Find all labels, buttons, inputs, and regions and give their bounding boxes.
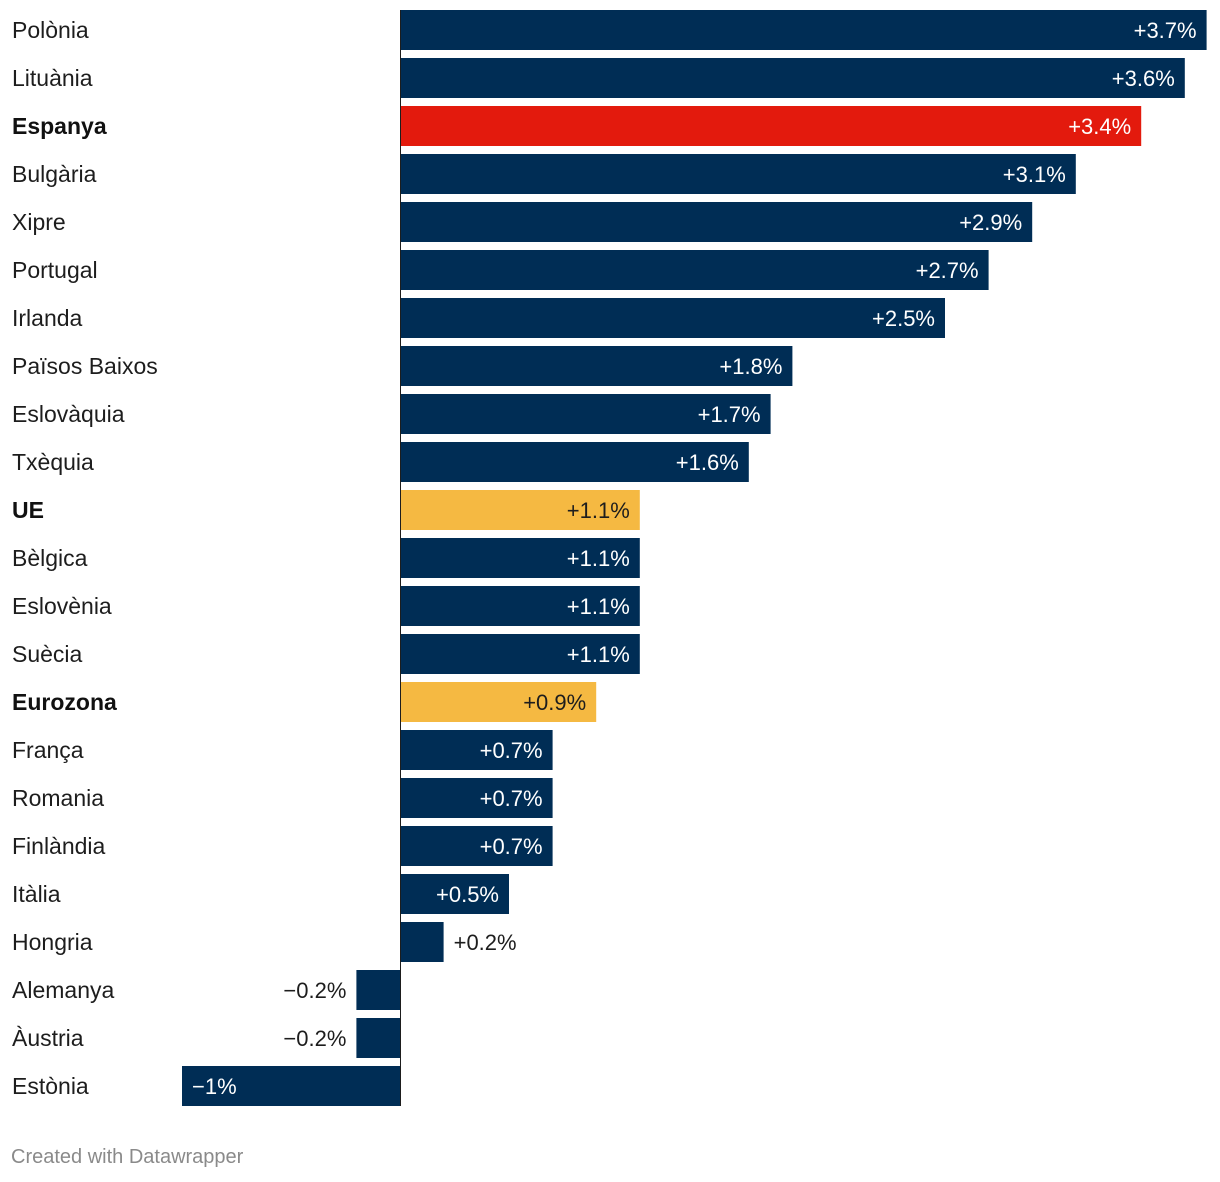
bar-bulgaria xyxy=(400,154,1076,194)
category-label-irlanda: Irlanda xyxy=(12,305,83,331)
bar-espanya xyxy=(400,106,1142,146)
bar-hongria xyxy=(400,922,444,962)
value-label-eslovenia: +1.1% xyxy=(567,594,630,619)
category-label-austria: Àustria xyxy=(12,1025,84,1051)
category-label-suecia: Suècia xyxy=(12,641,83,667)
bar-polonia xyxy=(400,10,1207,50)
bar-estonia xyxy=(182,1066,400,1106)
value-label-estonia: −1% xyxy=(192,1074,237,1099)
bar-eurozona xyxy=(400,682,597,722)
bar-belgica xyxy=(400,538,640,578)
bar-austria xyxy=(356,1018,400,1058)
category-label-eslovaquia: Eslovàquia xyxy=(12,401,125,427)
category-label-bulgaria: Bulgària xyxy=(12,161,97,187)
bar-paisos-baixos xyxy=(400,346,793,386)
value-label-espanya: +3.4% xyxy=(1068,114,1131,139)
category-label-polonia: Polònia xyxy=(12,17,89,43)
category-label-franca: França xyxy=(12,737,84,763)
value-label-alemanya: −0.2% xyxy=(283,978,346,1003)
value-label-paisos-baixos: +1.8% xyxy=(719,354,782,379)
value-label-italia: +0.5% xyxy=(436,882,499,907)
value-label-polonia: +3.7% xyxy=(1134,18,1197,43)
value-label-belgica: +1.1% xyxy=(567,546,630,571)
category-label-eurozona: Eurozona xyxy=(12,689,117,715)
value-label-suecia: +1.1% xyxy=(567,642,630,667)
value-label-eslovaquia: +1.7% xyxy=(698,402,761,427)
value-label-portugal: +2.7% xyxy=(916,258,979,283)
bar-ue xyxy=(400,490,640,530)
value-label-irlanda: +2.5% xyxy=(872,306,935,331)
category-label-xipre: Xipre xyxy=(12,209,66,235)
value-label-eurozona: +0.9% xyxy=(523,690,586,715)
bar-chart: Polònia +3.7% Lituània +3.6% Espanya +3.4% Bul… xyxy=(12,10,1207,1106)
bar-portugal xyxy=(400,250,989,290)
category-label-paisos-baixos: Països Baixos xyxy=(12,353,158,379)
bar-alemanya xyxy=(356,970,400,1010)
category-label-lituania: Lituània xyxy=(12,65,93,91)
bar-romania xyxy=(400,778,553,818)
value-label-bulgaria: +3.1% xyxy=(1003,162,1066,187)
category-label-estonia: Estònia xyxy=(12,1073,89,1099)
bar-eslovaquia xyxy=(400,394,771,434)
labels-layer: Polònia +3.7% Lituània +3.6% Espanya +3.4% Bul… xyxy=(12,17,1197,1099)
category-label-alemanya: Alemanya xyxy=(12,977,114,1003)
value-label-xipre: +2.9% xyxy=(959,210,1022,235)
bar-eslovenia xyxy=(400,586,640,626)
bar-suecia xyxy=(400,634,640,674)
category-label-romania: Romania xyxy=(12,785,104,811)
category-label-eslovenia: Eslovènia xyxy=(12,593,112,619)
value-label-lituania: +3.6% xyxy=(1112,66,1175,91)
value-label-ue: +1.1% xyxy=(567,498,630,523)
bar-finlandia xyxy=(400,826,553,866)
category-label-txequia: Txèquia xyxy=(12,449,94,475)
bar-irlanda xyxy=(400,298,945,338)
bar-txequia xyxy=(400,442,749,482)
footer-credit: Created with Datawrapper xyxy=(11,1146,244,1168)
bar-lituania xyxy=(400,58,1185,98)
value-label-hongria: +0.2% xyxy=(454,930,517,955)
value-label-finlandia: +0.7% xyxy=(480,834,543,859)
value-label-franca: +0.7% xyxy=(480,738,543,763)
bar-italia xyxy=(400,874,509,914)
value-label-austria: −0.2% xyxy=(283,1026,346,1051)
category-label-italia: Itàlia xyxy=(12,881,61,907)
value-label-romania: +0.7% xyxy=(480,786,543,811)
category-label-ue: UE xyxy=(12,497,44,523)
category-label-finlandia: Finlàndia xyxy=(12,833,106,859)
bar-xipre xyxy=(400,202,1033,242)
bars-layer xyxy=(182,10,1207,1106)
bar-franca xyxy=(400,730,553,770)
category-label-belgica: Bèlgica xyxy=(12,545,88,571)
category-label-portugal: Portugal xyxy=(12,257,98,283)
value-label-txequia: +1.6% xyxy=(676,450,739,475)
category-label-espanya: Espanya xyxy=(12,113,107,139)
category-label-hongria: Hongria xyxy=(12,929,93,955)
